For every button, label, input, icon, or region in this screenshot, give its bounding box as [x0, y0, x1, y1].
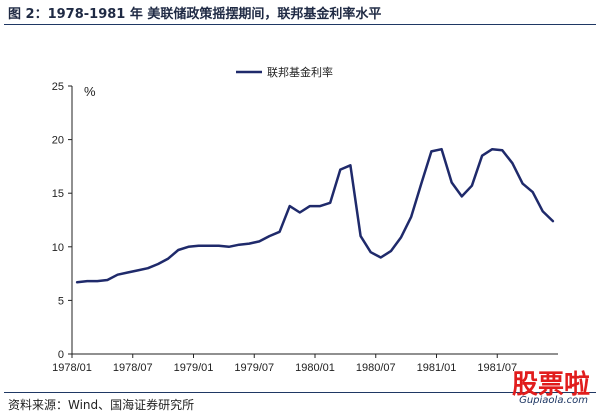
series-line	[75, 147, 555, 284]
line-chart: 联邦基金利率 % 0 5 10 15 20 25 1978/01 1978/07 1979/0…	[52, 65, 558, 374]
source-note: 资料来源：Wind、国海证券研究所	[8, 398, 195, 412]
legend-label: 联邦基金利率	[267, 65, 333, 79]
y-ticks: 0 5 10 15 20 25	[52, 81, 72, 361]
y-tick-label: 10	[52, 242, 64, 254]
chart-title: 图 2：1978-1981 年 美联储政策摇摆期间，联邦基金利率水平	[8, 7, 382, 22]
x-tick-label: 1979/01	[174, 362, 214, 374]
y-tick-label: 25	[52, 81, 64, 93]
legend: 联邦基金利率	[236, 65, 333, 79]
x-tick-label: 1981/07	[477, 362, 517, 374]
y-tick-label: 15	[52, 188, 64, 200]
title-divider	[4, 24, 596, 25]
x-tick-label: 1979/07	[234, 362, 274, 374]
watermark-logo: 股票啦 Gupiaola.com	[486, 364, 590, 412]
y-tick-label: 5	[58, 295, 64, 307]
y-unit-label: %	[84, 84, 96, 99]
x-tick-label: 1980/01	[295, 362, 335, 374]
footer-divider	[4, 392, 596, 393]
y-tick-label: 20	[52, 135, 64, 147]
x-tick-label: 1978/01	[52, 362, 92, 374]
x-tick-label: 1978/07	[113, 362, 153, 374]
x-tick-label: 1980/07	[356, 362, 396, 374]
watermark-text: 股票啦	[511, 370, 590, 400]
watermark-url: Gupiaola.com	[519, 395, 588, 406]
x-ticks: 1978/01 1978/07 1979/01 1979/07 1980/01 1980/…	[52, 354, 517, 374]
x-tick-label: 1981/01	[417, 362, 457, 374]
y-tick-label: 0	[58, 349, 64, 361]
